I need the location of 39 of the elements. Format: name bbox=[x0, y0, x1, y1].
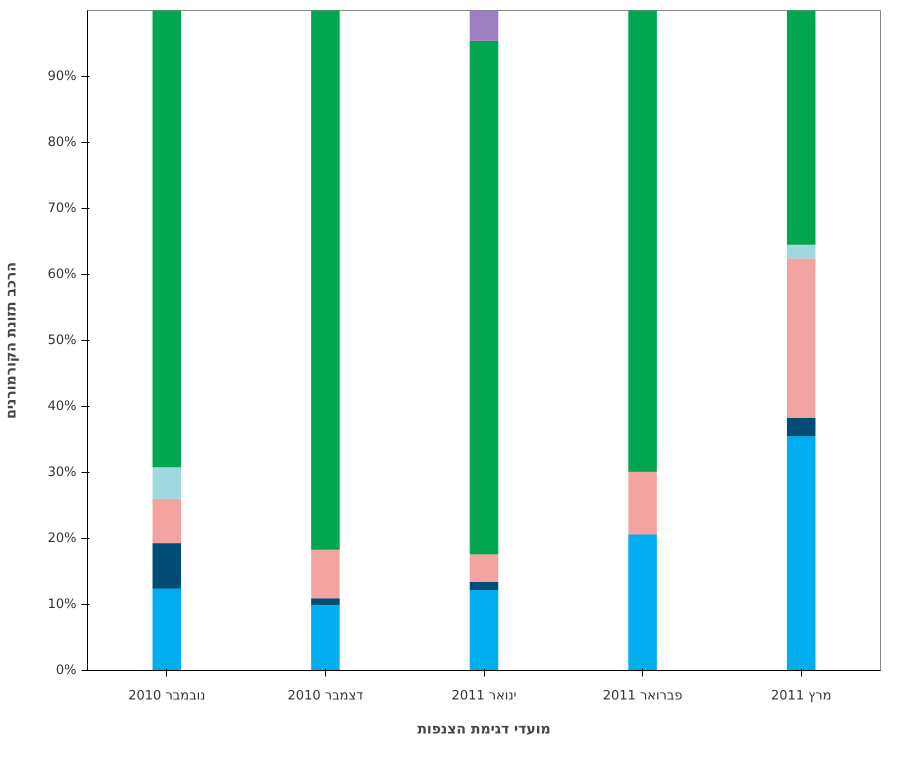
bar bbox=[152, 467, 182, 499]
y-tick-label: 80% bbox=[48, 135, 77, 150]
bar bbox=[786, 244, 816, 259]
bar bbox=[470, 582, 498, 590]
bar bbox=[152, 588, 182, 670]
x-axis-title: מועדי דגימת הצנפות bbox=[417, 722, 551, 738]
bar bbox=[628, 472, 657, 535]
x-tick-label: נובמבר 2010 bbox=[128, 688, 206, 704]
bar bbox=[786, 436, 816, 670]
bar bbox=[786, 418, 816, 436]
bar bbox=[311, 598, 340, 606]
bar bbox=[311, 10, 340, 550]
y-tick-label: 90% bbox=[48, 69, 77, 84]
bar bbox=[152, 10, 182, 468]
y-axis-title: הרכב תזונת הקורמורנים bbox=[4, 262, 20, 419]
x-tick-label: פברואר 2011 bbox=[602, 688, 682, 704]
bar bbox=[628, 534, 657, 670]
bar bbox=[470, 554, 498, 582]
bar bbox=[311, 550, 340, 599]
bar bbox=[470, 590, 498, 670]
y-tick-label: 70% bbox=[48, 201, 77, 216]
x-tick-label: דצמבר 2010 bbox=[288, 688, 364, 704]
y-tick-label: 50% bbox=[48, 333, 77, 348]
x-tick-label: מרץ 2011 bbox=[771, 688, 832, 704]
y-tick-label: 60% bbox=[48, 267, 77, 282]
bar bbox=[152, 543, 182, 589]
y-tick-label: 30% bbox=[48, 465, 77, 480]
bar bbox=[311, 605, 340, 670]
bar bbox=[152, 498, 182, 544]
bar bbox=[786, 10, 816, 245]
bar bbox=[470, 40, 498, 554]
bar bbox=[628, 10, 657, 472]
x-tick-label: ינואר 2011 bbox=[452, 688, 517, 704]
bar bbox=[786, 258, 816, 418]
y-tick-label: 10% bbox=[48, 597, 77, 612]
y-tick-label: 20% bbox=[48, 531, 77, 546]
y-tick-label: 0% bbox=[56, 663, 76, 678]
bar bbox=[470, 10, 498, 41]
y-tick-label: 40% bbox=[48, 399, 77, 414]
